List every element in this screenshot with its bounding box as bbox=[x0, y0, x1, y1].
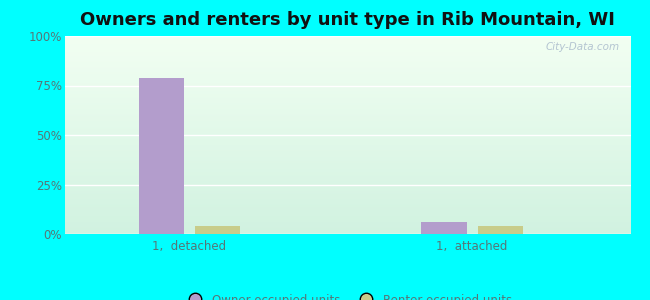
Legend: Owner occupied units, Renter occupied units: Owner occupied units, Renter occupied un… bbox=[179, 289, 517, 300]
Bar bbox=[421, 222, 467, 234]
Bar bbox=[478, 226, 523, 234]
Bar bbox=[138, 78, 184, 234]
Title: Owners and renters by unit type in Rib Mountain, WI: Owners and renters by unit type in Rib M… bbox=[81, 11, 615, 29]
Text: City-Data.com: City-Data.com bbox=[545, 42, 619, 52]
Bar bbox=[195, 226, 240, 234]
